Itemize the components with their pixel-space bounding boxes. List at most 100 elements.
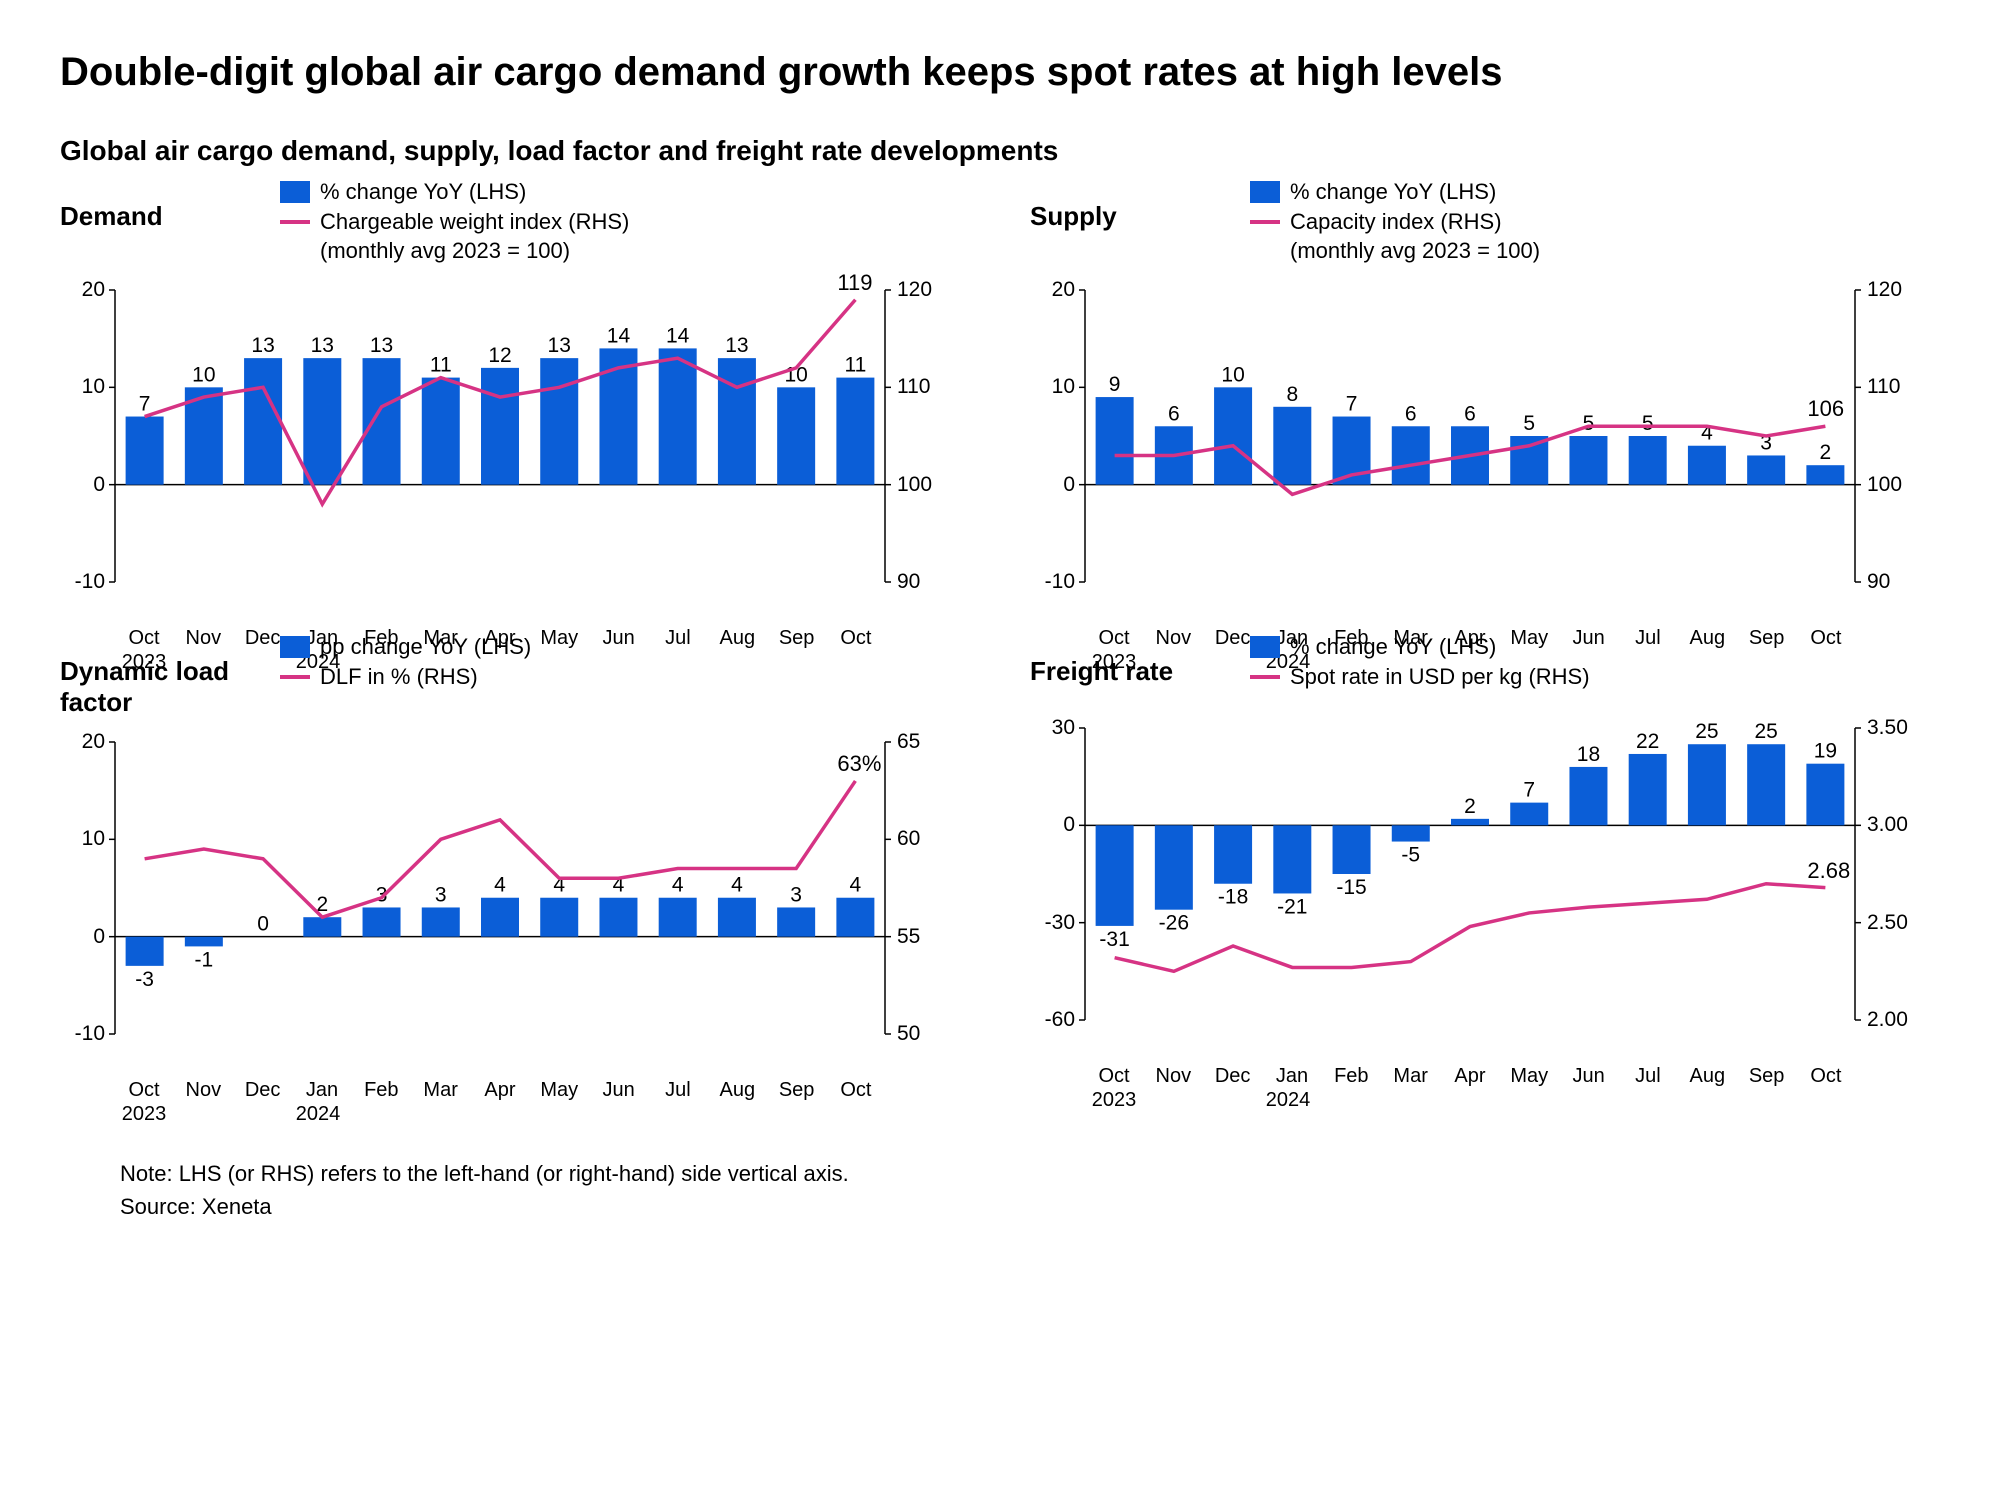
left-axis-tick-label: -10: [75, 570, 105, 594]
legend-line-row: Spot rate in USD per kg (RHS): [1250, 662, 1590, 692]
bar-value-label: -21: [1277, 896, 1307, 919]
x-tick-label: Jul: [649, 1079, 707, 1102]
bar: [1392, 426, 1430, 484]
bar-value-label: 18: [1577, 743, 1600, 766]
legend-line-label: DLF in % (RHS): [320, 662, 478, 692]
right-axis-tick-label: 55: [897, 925, 920, 949]
bar: [1096, 825, 1134, 926]
bar-value-label: 11: [430, 354, 452, 377]
bar: [1747, 456, 1785, 485]
x-tick-label: Apr: [1441, 1065, 1499, 1088]
bar: [1629, 754, 1667, 825]
x-tick-label: May: [1500, 1065, 1558, 1088]
bar-value-label: 2: [1820, 441, 1832, 464]
bar: [1806, 764, 1844, 826]
bar: [659, 348, 697, 484]
bar-value-label: 2: [1464, 795, 1476, 818]
legend-dlf: pp change YoY (LHS) DLF in % (RHS): [280, 632, 531, 691]
bar-swatch-icon: [280, 636, 310, 658]
bar: [1510, 803, 1548, 826]
x-tick-label: Aug: [708, 1079, 766, 1102]
legend-line-label: Spot rate in USD per kg (RHS): [1290, 662, 1590, 692]
left-axis-tick-label: -10: [1045, 570, 1075, 594]
bar-value-label: -15: [1336, 876, 1366, 899]
bar-value-label: 7: [1523, 779, 1535, 802]
bar: [1273, 407, 1311, 485]
legend-line-label: Chargeable weight index (RHS): [320, 207, 629, 237]
legend-bar-label: % change YoY (LHS): [1290, 632, 1496, 662]
left-axis-tick-label: 0: [93, 473, 105, 497]
x-axis-labels: OctNovDecJanFebMarAprMayJunJulAugSepOct: [1085, 1065, 1855, 1088]
x-year-label: [1665, 1089, 1723, 1112]
bar: [1451, 819, 1489, 825]
legend-line-row: Capacity index (RHS): [1250, 207, 1540, 237]
x-year-label: [637, 1103, 695, 1126]
bar-value-label: 13: [370, 334, 393, 357]
bar: [1155, 825, 1193, 909]
left-axis-tick-label: 20: [82, 278, 105, 302]
bar: [481, 898, 519, 937]
x-tick-label: Mar: [1382, 1065, 1440, 1088]
bar: [718, 898, 756, 937]
bar-value-label: 3: [790, 884, 802, 907]
bar: [659, 898, 697, 937]
x-year-label: 2023: [1085, 1089, 1143, 1112]
line-swatch-icon: [1250, 675, 1280, 679]
x-year-label: [579, 1103, 637, 1126]
left-axis-tick-label: 0: [93, 925, 105, 949]
line-end-callout: 119: [837, 270, 872, 296]
bar: [244, 358, 282, 485]
x-year-label: [1375, 1089, 1433, 1112]
x-year-label: [173, 1103, 231, 1126]
bar: [599, 898, 637, 937]
bar: [1096, 397, 1134, 485]
bar-value-label: 22: [1636, 730, 1659, 753]
right-axis-tick-label: 90: [1867, 570, 1890, 594]
left-axis-tick-label: 10: [1052, 375, 1075, 399]
bar-value-label: 12: [488, 344, 511, 367]
bar-value-label: 13: [311, 334, 334, 357]
x-year-label: [695, 1103, 753, 1126]
right-axis-tick-label: 110: [897, 375, 930, 399]
legend-bar-row: pp change YoY (LHS): [280, 632, 531, 662]
bar-value-label: 8: [1286, 383, 1298, 406]
legend-bar-row: % change YoY (LHS): [1250, 177, 1540, 207]
line-end-callout: 2.68: [1807, 858, 1850, 884]
right-axis-tick-label: 120: [897, 278, 932, 302]
bar: [422, 908, 460, 937]
x-tick-label: Oct: [115, 1079, 173, 1102]
bar: [836, 378, 874, 485]
x-axis-year-labels: 20232024: [115, 1103, 885, 1126]
bar-swatch-icon: [280, 181, 310, 203]
bar: [777, 908, 815, 937]
line-series: [145, 781, 856, 917]
legend-freight: % change YoY (LHS) Spot rate in USD per …: [1250, 632, 1590, 691]
bar-value-label: 10: [192, 363, 215, 386]
left-axis-tick-label: 0: [1063, 813, 1075, 837]
footnote-line1: Note: LHS (or RHS) refers to the left-ha…: [120, 1157, 1940, 1190]
x-tick-label: Oct: [1085, 1065, 1143, 1088]
legend-bar-label: pp change YoY (LHS): [320, 632, 531, 662]
x-tick-label: Dec: [1204, 1065, 1262, 1088]
plot-svg-demand: 7101313131112131414131011: [60, 272, 930, 592]
bar-value-label: 6: [1464, 402, 1476, 425]
plot-svg-supply: 96108766555432: [1030, 272, 1900, 592]
line-swatch-icon: [280, 220, 310, 224]
bar: [836, 898, 874, 937]
bar-value-label: 14: [607, 324, 631, 347]
x-year-label: [1491, 1089, 1549, 1112]
x-tick-label: Jul: [1619, 1065, 1677, 1088]
bar: [540, 898, 578, 937]
bar: [481, 368, 519, 485]
x-axis-year-labels: 20232024: [1085, 1089, 1855, 1112]
bar: [1688, 446, 1726, 485]
line-end-callout: 63%: [837, 751, 881, 777]
left-axis-tick-label: -30: [1045, 911, 1075, 935]
chart-title-dlf: Dynamic load factor: [60, 632, 240, 718]
legend-bar-label: % change YoY (LHS): [1290, 177, 1496, 207]
bar-value-label: -3: [135, 968, 154, 991]
charts-grid: Demand % change YoY (LHS) Chargeable wei…: [60, 177, 1940, 1047]
bar-value-label: 14: [666, 324, 690, 347]
x-tick-label: Jan: [1263, 1065, 1321, 1088]
x-year-label: [521, 1103, 579, 1126]
